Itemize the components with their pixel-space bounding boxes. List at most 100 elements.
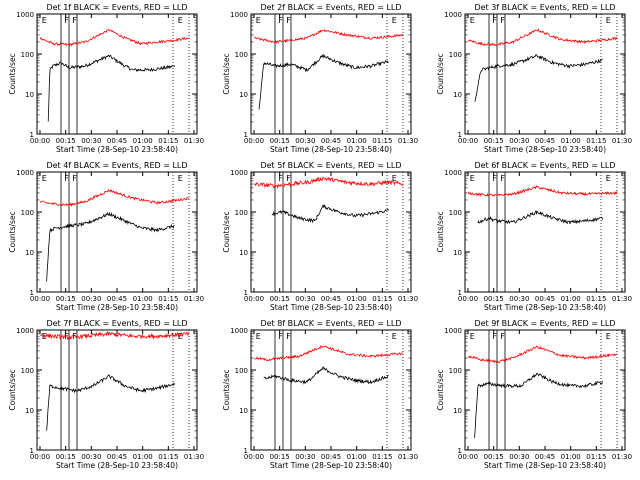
x-tick-label: 01:30 [184, 137, 204, 145]
x-tick-label: 01:00 [133, 453, 153, 461]
x-tick-label: 01:30 [612, 137, 632, 145]
y-tick-label: 1000 [230, 11, 248, 19]
x-tick-label: 01:15 [158, 137, 178, 145]
marker-label: F [492, 174, 497, 183]
detector-panel-1: Det 1f BLACK = Events, RED = LLD 1 10 100 10… [8, 3, 204, 154]
x-tick-label: 00:15 [484, 295, 504, 303]
y-tick-label: 1 [458, 447, 462, 455]
x-axis-title: Start Time (28-Sep-10 23:58:40) [56, 303, 178, 312]
y-tick-label: 100 [21, 367, 34, 375]
y-tick-label: 100 [235, 209, 248, 217]
y-tick-label: 1 [458, 289, 462, 297]
x-tick-label: 00:45 [107, 137, 127, 145]
marker-label: F [286, 174, 291, 183]
x-tick-label: 00:45 [321, 295, 341, 303]
y-tick-label: 1000 [444, 169, 462, 177]
lld-series-line [253, 345, 404, 362]
detector-panel-7: Det 7f BLACK = Events, RED = LLD 1 10 100 10… [8, 319, 204, 470]
x-tick-label: 00:30 [509, 453, 529, 461]
y-tick-label: 1000 [444, 11, 462, 19]
detector-panel-4: Det 4f BLACK = Events, RED = LLD 1 10 100 10… [8, 161, 204, 312]
marker-label: F [72, 332, 77, 341]
x-tick-label: 00:00 [30, 295, 50, 303]
y-tick-label: 1000 [230, 169, 248, 177]
y-tick-label: 1000 [230, 327, 248, 335]
y-axis-title: Counts/sec [222, 369, 231, 410]
y-tick-label: 10 [239, 249, 248, 257]
x-tick-label: 00:30 [81, 295, 101, 303]
x-tick-label: 01:00 [133, 137, 153, 145]
lld-series-line [253, 29, 404, 45]
events-series-line [474, 372, 603, 439]
y-axis-title: Counts/sec [436, 211, 445, 252]
x-tick-label: 00:00 [458, 295, 478, 303]
y-tick-label: 1 [30, 289, 34, 297]
x-tick-label: 01:00 [561, 137, 581, 145]
marker-label: E [470, 332, 475, 341]
events-series-line [46, 374, 175, 431]
x-tick-label: 00:00 [458, 453, 478, 461]
y-tick-label: 10 [453, 249, 462, 257]
events-series-line [477, 209, 603, 225]
marker-label: F [286, 16, 291, 25]
marker-label: E [470, 174, 475, 183]
events-series-line [47, 54, 175, 122]
lld-series-line [468, 345, 617, 364]
y-tick-label: 1000 [16, 169, 34, 177]
x-axis-title: Start Time (28-Sep-10 23:58:40) [270, 461, 392, 470]
lld-series-line [467, 28, 618, 47]
x-axis-title: Start Time (28-Sep-10 23:58:40) [484, 303, 606, 312]
panel-title: Det 4f BLACK = Events, RED = LLD [46, 161, 187, 170]
x-tick-label: 01:00 [347, 295, 367, 303]
x-tick-label: 00:45 [321, 453, 341, 461]
detector-panel-8: Det 8f BLACK = Events, RED = LLD 1 10 100 10… [222, 319, 418, 470]
y-tick-label: 10 [239, 407, 248, 415]
events-series-line [263, 366, 389, 385]
detector-panel-5: Det 5f BLACK = Events, RED = LLD 1 10 100 10… [222, 161, 418, 312]
x-axis-title: Start Time (28-Sep-10 23:58:40) [484, 145, 606, 154]
x-axis-title: Start Time (28-Sep-10 23:58:40) [56, 145, 178, 154]
marker-label: E [606, 332, 611, 341]
x-tick-label: 00:45 [107, 295, 127, 303]
marker-label: E [178, 16, 183, 25]
x-tick-label: 00:00 [30, 453, 50, 461]
y-tick-label: 100 [21, 51, 34, 59]
x-tick-label: 00:45 [535, 295, 555, 303]
x-tick-label: 01:00 [347, 453, 367, 461]
x-tick-label: 01:15 [586, 295, 606, 303]
x-tick-label: 00:30 [81, 137, 101, 145]
marker-label: F [286, 332, 291, 341]
x-tick-label: 01:30 [612, 453, 632, 461]
y-tick-label: 1 [458, 131, 462, 139]
x-tick-label: 00:30 [509, 137, 529, 145]
marker-label: F [500, 16, 505, 25]
events-series-line [271, 204, 389, 224]
x-axis-title: Start Time (28-Sep-10 23:58:40) [270, 145, 392, 154]
x-tick-label: 00:30 [81, 453, 101, 461]
marker-label: F [500, 174, 505, 183]
x-tick-label: 01:15 [372, 453, 392, 461]
y-tick-label: 10 [25, 91, 34, 99]
y-axis-title: Counts/sec [436, 53, 445, 94]
y-tick-label: 100 [21, 209, 34, 217]
x-tick-label: 00:15 [270, 453, 290, 461]
x-tick-label: 00:15 [56, 453, 76, 461]
y-axis-title: Counts/sec [8, 211, 17, 252]
x-tick-label: 00:15 [270, 137, 290, 145]
y-tick-label: 10 [25, 249, 34, 257]
y-tick-label: 10 [25, 407, 34, 415]
x-tick-label: 00:15 [56, 295, 76, 303]
lld-series-line [39, 29, 190, 47]
marker-label: E [42, 16, 47, 25]
marker-label: E [606, 16, 611, 25]
marker-label: F [492, 332, 497, 341]
marker-label: E [178, 332, 183, 341]
x-tick-label: 01:15 [372, 295, 392, 303]
y-axis-title: Counts/sec [222, 211, 231, 252]
lld-series-line [40, 330, 190, 341]
x-tick-label: 00:30 [509, 295, 529, 303]
x-tick-label: 00:30 [295, 295, 315, 303]
panel-title: Det 1f BLACK = Events, RED = LLD [46, 3, 187, 12]
y-axis-title: Counts/sec [8, 53, 17, 94]
x-tick-label: 01:15 [586, 137, 606, 145]
